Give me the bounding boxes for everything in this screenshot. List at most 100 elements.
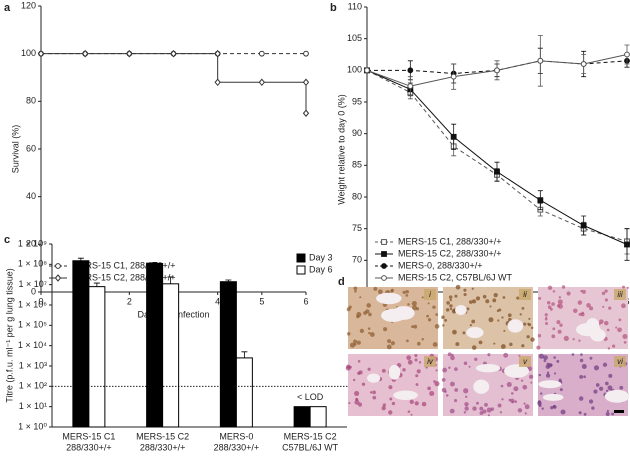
cell bbox=[416, 369, 421, 374]
cell bbox=[552, 327, 556, 331]
cell bbox=[388, 385, 393, 390]
cell bbox=[536, 345, 541, 350]
y-axis-label: Survival (%) bbox=[10, 125, 20, 174]
cell bbox=[621, 303, 626, 309]
cell bbox=[462, 331, 466, 335]
cell bbox=[368, 312, 372, 317]
cell bbox=[486, 407, 492, 413]
cell bbox=[383, 327, 388, 332]
cell bbox=[349, 342, 356, 348]
cell bbox=[556, 359, 560, 363]
cell bbox=[492, 298, 497, 303]
cell bbox=[426, 314, 429, 318]
micrograph-label: v bbox=[523, 357, 528, 366]
cell bbox=[412, 305, 417, 311]
cell bbox=[521, 344, 525, 348]
cell bbox=[432, 342, 438, 347]
y-tick-label: 1 × 10⁸ bbox=[18, 259, 47, 269]
bar bbox=[309, 406, 327, 428]
cell bbox=[544, 313, 548, 317]
bar bbox=[293, 406, 311, 428]
cell bbox=[346, 307, 351, 312]
cell bbox=[602, 305, 605, 308]
cell bbox=[517, 408, 523, 413]
y-tick-label: 120 bbox=[21, 0, 36, 10]
cell bbox=[407, 359, 413, 365]
x-tick-label: C57BL/6J WT bbox=[282, 442, 339, 452]
cell bbox=[407, 410, 411, 413]
cell bbox=[402, 290, 406, 294]
cell bbox=[580, 312, 585, 317]
y-tick-label: 60 bbox=[26, 143, 36, 153]
cell bbox=[441, 377, 446, 382]
cell bbox=[427, 318, 432, 322]
y-tick-label: 70 bbox=[352, 255, 362, 265]
cell bbox=[359, 328, 365, 333]
cell bbox=[373, 286, 378, 291]
bar bbox=[88, 286, 106, 428]
cell bbox=[441, 387, 447, 393]
legend-label: MERS-15 C2, 288/330+/+ bbox=[398, 248, 502, 258]
label-box bbox=[424, 289, 436, 300]
error-bar bbox=[167, 276, 174, 284]
marker bbox=[450, 133, 457, 140]
cell bbox=[520, 379, 524, 382]
cell bbox=[607, 347, 611, 350]
cell bbox=[387, 339, 392, 344]
cell bbox=[451, 353, 454, 357]
cell bbox=[435, 369, 438, 372]
cell bbox=[391, 401, 396, 406]
cell bbox=[511, 400, 514, 404]
x-tick-label: 288/330+/+ bbox=[140, 442, 186, 452]
marker bbox=[364, 67, 370, 74]
cell bbox=[434, 381, 440, 387]
cell bbox=[578, 339, 581, 342]
cell bbox=[406, 355, 412, 361]
cell bbox=[566, 291, 571, 296]
cell bbox=[557, 303, 563, 309]
marker bbox=[407, 83, 414, 90]
cell bbox=[537, 334, 542, 338]
cell bbox=[530, 326, 534, 330]
cell bbox=[449, 298, 452, 302]
cell bbox=[589, 306, 594, 311]
cell bbox=[386, 344, 392, 350]
scale-bar bbox=[614, 410, 624, 413]
legend-label: Day 6 bbox=[309, 264, 333, 274]
cell bbox=[580, 289, 583, 293]
micrograph-label: iv bbox=[427, 357, 434, 366]
cell bbox=[475, 296, 481, 301]
cell bbox=[514, 400, 517, 403]
legend-label: MERS-15 C1, 288/330+/+ bbox=[72, 260, 176, 270]
cell bbox=[454, 367, 458, 371]
cell bbox=[528, 374, 534, 379]
legend-label: MERS-15 C2, 288/330+/+ bbox=[72, 272, 176, 282]
label-box bbox=[424, 356, 436, 367]
y-tick-label: 1 × 10⁷ bbox=[18, 279, 47, 289]
cell bbox=[450, 381, 455, 387]
cell bbox=[500, 384, 504, 388]
cell bbox=[543, 359, 547, 363]
cell bbox=[626, 286, 629, 289]
cell bbox=[455, 284, 461, 290]
cell bbox=[432, 305, 436, 309]
error-bar bbox=[93, 282, 100, 287]
marker bbox=[303, 50, 309, 57]
legend-marker bbox=[381, 275, 387, 281]
cell bbox=[372, 395, 377, 400]
cell bbox=[604, 289, 608, 293]
marker bbox=[126, 49, 133, 58]
y-tick-label: 75 bbox=[352, 223, 362, 233]
cell bbox=[479, 406, 484, 411]
cell bbox=[441, 315, 445, 319]
marker bbox=[37, 49, 45, 58]
cell bbox=[448, 366, 451, 369]
cell bbox=[578, 312, 582, 316]
cell bbox=[463, 288, 467, 292]
cell bbox=[499, 411, 503, 414]
cell bbox=[540, 392, 543, 395]
x-tick-label: MERS-15 C1 bbox=[62, 431, 115, 441]
cell bbox=[538, 373, 541, 377]
cell bbox=[487, 414, 490, 417]
